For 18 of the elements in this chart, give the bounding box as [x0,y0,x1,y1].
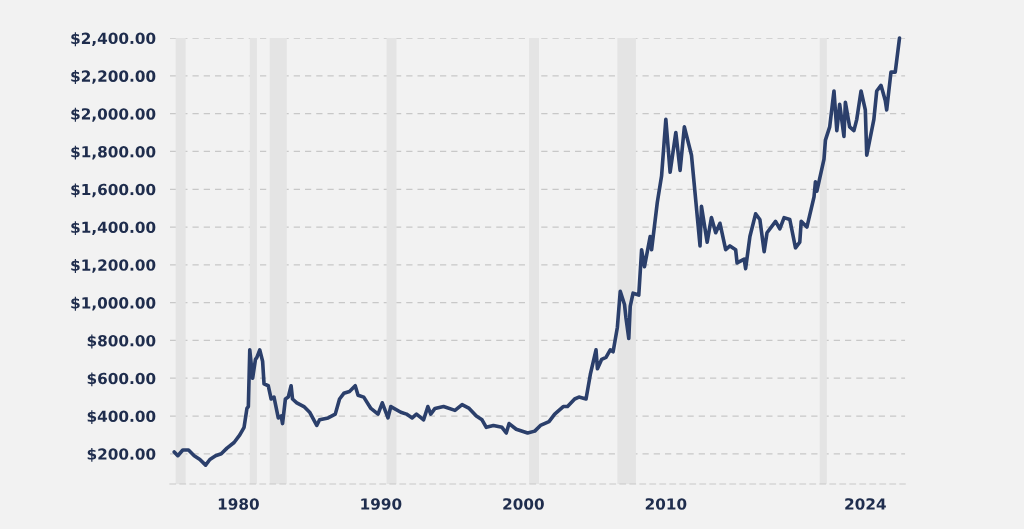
line-series [172,36,902,467]
y-tick-label: $200.00 [87,448,156,462]
x-tick-label: 2000 [503,498,544,510]
y-tick-label: $1,400.00 [71,221,156,236]
x-tick-label: 2024 [845,498,886,510]
y-tick-label: $1,200.00 [71,259,156,273]
y-tick-label: $2,200.00 [71,70,156,84]
y-tick-label: $600.00 [87,372,156,387]
y-tick-label: $400.00 [87,410,156,425]
x-tick-label: 1980 [218,498,259,510]
y-tick-label: $1,600.00 [71,183,156,198]
y-tick-label: $800.00 [87,334,156,349]
x-tick-label: 2010 [645,498,687,510]
y-tick-label: $2,400.00 [71,32,156,47]
y-tick-label: $2,000.00 [71,107,156,122]
y-tick-label: $1,000.00 [71,296,156,311]
y-tick-label: $1,800.00 [71,145,156,160]
x-tick-label: 1990 [361,498,402,510]
